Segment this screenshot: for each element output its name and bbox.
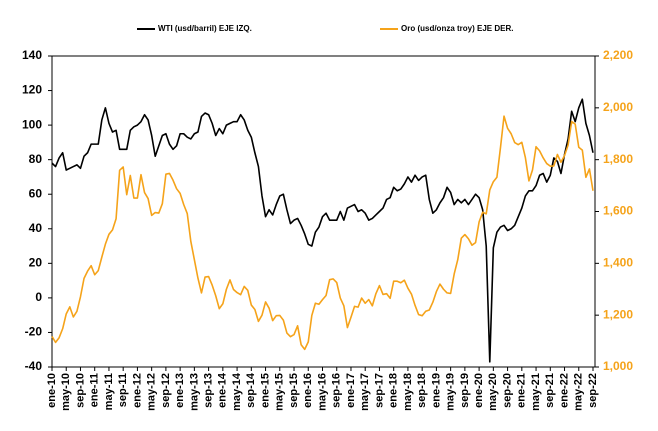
- x-tick-label: sep-12: [160, 373, 172, 408]
- x-tick-label: ene-14: [217, 372, 229, 408]
- x-tick-label: sep-19: [459, 373, 471, 408]
- y-tick-label: 40: [29, 221, 43, 235]
- x-tick-label: may-21: [530, 373, 542, 411]
- x-tick-label: ene-16: [302, 373, 314, 408]
- y2-tick-label: 1,600: [603, 204, 633, 218]
- x-tick-label: sep-11: [117, 373, 129, 407]
- x-tick-label: may-13: [188, 373, 200, 411]
- x-tick-label: ene-19: [430, 373, 442, 408]
- series-line: [51, 98, 594, 363]
- x-tick-label: sep-13: [203, 373, 215, 408]
- x-tick-label: ene-15: [259, 373, 271, 408]
- x-tick-label: may-20: [487, 373, 499, 411]
- x-tick-label: ene-13: [174, 373, 186, 408]
- x-tick-label: may-11: [103, 373, 115, 410]
- x-tick-label: may-18: [402, 373, 414, 411]
- y-tick-label: 0: [35, 290, 42, 304]
- y-tick-label: 140: [22, 48, 42, 62]
- x-tick-label: may-12: [146, 373, 158, 411]
- x-tick-label: ene-22: [558, 373, 570, 408]
- x-tick-label: ene-11: [89, 373, 101, 407]
- x-tick-label: ene-18: [388, 373, 400, 408]
- x-tick-label: sep-20: [501, 373, 513, 408]
- series-line: [51, 115, 594, 351]
- legend-label: WTI (usd/barril) EJE IZQ.: [158, 24, 252, 33]
- y2-tick-label: 2,200: [603, 48, 633, 62]
- x-tick-label: ene-10: [46, 373, 58, 408]
- x-tick-label: may-10: [60, 373, 72, 411]
- legend-label: Oro (usd/onza troy) EJE DER.: [401, 24, 513, 33]
- y-tick-label: 120: [22, 83, 42, 97]
- x-tick-label: may-14: [231, 372, 243, 411]
- x-tick-label: sep-22: [587, 373, 599, 408]
- plot-frame: [51, 55, 596, 368]
- x-tick-label: ene-12: [131, 373, 143, 408]
- x-tick-label: sep-18: [416, 373, 428, 408]
- y-tick-label: -20: [25, 325, 43, 339]
- x-tick-label: sep-16: [331, 373, 343, 408]
- x-tick-label: ene-17: [345, 373, 357, 408]
- y2-tick-label: 1,200: [603, 307, 633, 321]
- y2-tick-label: 1,000: [603, 359, 633, 373]
- y-tick-label: 80: [29, 152, 43, 166]
- x-tick-label: ene-21: [516, 373, 528, 408]
- y-tick-label: -40: [25, 359, 43, 373]
- x-tick-label: sep-15: [288, 373, 300, 408]
- y2-tick-label: 2,000: [603, 100, 633, 114]
- y-tick-label: 60: [29, 186, 43, 200]
- x-tick-label: may-15: [274, 373, 286, 411]
- x-tick-label: sep-17: [373, 373, 385, 408]
- y-tick-label: 100: [22, 117, 42, 131]
- x-tick-label: sep-21: [544, 373, 556, 408]
- x-tick-label: may-17: [359, 373, 371, 411]
- x-tick-label: may-22: [573, 373, 585, 411]
- y-tick-label: 20: [29, 256, 43, 270]
- x-tick-label: may-16: [316, 373, 328, 411]
- x-tick-label: may-19: [445, 373, 457, 411]
- x-tick-label: sep-10: [74, 373, 86, 408]
- x-tick-label: ene-20: [473, 373, 485, 408]
- y2-tick-label: 1,400: [603, 256, 633, 270]
- x-tick-label: sep-14: [245, 372, 257, 408]
- y2-tick-label: 1,800: [603, 152, 633, 166]
